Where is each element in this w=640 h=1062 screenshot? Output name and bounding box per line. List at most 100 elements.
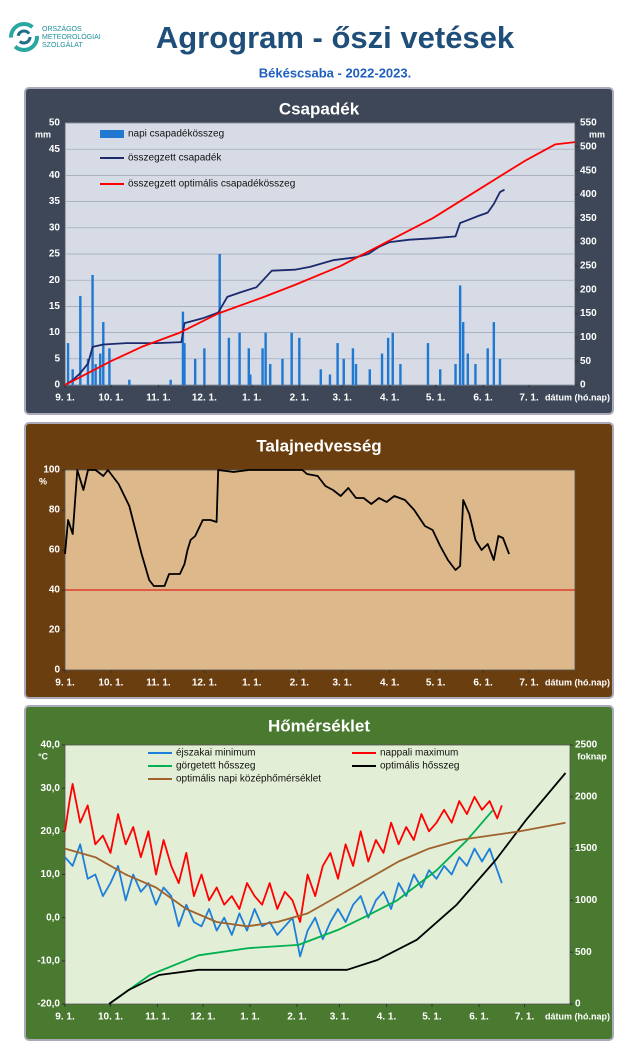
bar [99, 353, 102, 385]
x-tick-label: 3. 1. [332, 678, 352, 689]
series-line [64, 141, 576, 386]
bar [439, 369, 442, 385]
x-tick-label: 5. 1. [422, 1012, 442, 1023]
y2-tick-label: 300 [580, 237, 597, 248]
y2-tick-label: 2500 [575, 740, 598, 751]
bar [466, 353, 469, 385]
y2-tick-label: 500 [575, 947, 592, 958]
y2-axis-label: foknap [577, 751, 607, 761]
y-tick-label: 40 [49, 170, 61, 181]
x-tick-label: 4. 1. [380, 678, 400, 689]
legend-label: görgetett hősszeg [176, 761, 256, 772]
x-tick-label: 5. 1. [426, 678, 446, 689]
y2-tick-label: 2000 [575, 791, 598, 802]
y-tick-label: 30 [49, 222, 61, 233]
legend-label: éjszakai minimum [176, 748, 255, 759]
bar [342, 358, 345, 385]
x-tick-label: 12. 1. [192, 393, 217, 404]
org-name: SZOLGÁLAT [42, 40, 83, 49]
x-tick-label: 2. 1. [290, 393, 310, 404]
bar [461, 322, 465, 385]
logo-mark [16, 29, 32, 45]
x-tick-label: 9. 1. [55, 393, 75, 404]
y-tick-label: 40 [49, 585, 61, 596]
bar [181, 311, 185, 385]
bar [128, 379, 131, 385]
x-tick-label: 6. 1. [473, 678, 493, 689]
bar [319, 369, 322, 385]
y-tick-label: 5 [54, 353, 60, 364]
org-name: ORSZÁGOS [42, 24, 82, 33]
bar [66, 343, 70, 385]
bar [328, 374, 332, 385]
bar [86, 358, 90, 385]
y-tick-label: 20,0 [41, 826, 61, 837]
x-axis-label: dátum (hó.nap) [545, 677, 610, 687]
x-tick-label: 1. 1. [242, 393, 262, 404]
x-axis-label: dátum (hó.nap) [545, 392, 610, 402]
bar [249, 374, 252, 385]
x-tick-label: 11. 1. [146, 678, 171, 689]
y-tick-label: 25 [49, 249, 61, 260]
legend-swatch [100, 130, 124, 138]
x-tick-label: 3. 1. [332, 393, 352, 404]
y-tick-label: 50 [49, 118, 61, 129]
legend-label: összegzett csapadék [128, 153, 222, 164]
x-axis-label: dátum (hó.nap) [545, 1011, 610, 1021]
page-subtitle: Békéscsaba - 2022-2023. [259, 65, 412, 80]
logo: ORSZÁGOS METEOROLÓGIAI SZOLGÁLAT [9, 22, 101, 52]
y2-tick-label: 250 [580, 261, 597, 272]
legend-label: összegzett optimális csapadékösszeg [128, 179, 295, 190]
legend-label: optimális hősszeg [380, 761, 459, 772]
bar [108, 348, 111, 385]
series-line [64, 843, 503, 958]
y-tick-label: -20,0 [37, 999, 60, 1010]
bar [298, 337, 301, 385]
x-tick-label: 12. 1. [190, 1012, 215, 1023]
x-tick-label: 9. 1. [55, 678, 75, 689]
bar [368, 369, 371, 385]
y2-tick-label: 0 [575, 999, 581, 1010]
bar [486, 348, 489, 385]
bar [458, 285, 462, 385]
y-tick-label: 35 [49, 196, 61, 207]
y2-tick-label: 400 [580, 189, 597, 200]
y2-tick-label: 450 [580, 165, 597, 176]
series-line [64, 469, 510, 587]
x-tick-label: 2. 1. [290, 678, 310, 689]
x-tick-label: 10. 1. [98, 678, 123, 689]
y2-tick-label: 100 [580, 332, 597, 343]
legend-label: nappali maximum [380, 748, 458, 759]
y-tick-label: 60 [49, 545, 61, 556]
logo-mark [9, 22, 39, 52]
x-tick-label: 11. 1. [146, 393, 171, 404]
bar [261, 348, 264, 385]
y-tick-label: -10,0 [37, 955, 60, 966]
chart-title: Talajnedvesség [256, 436, 381, 455]
y-tick-label: 0 [54, 380, 60, 391]
y2-tick-label: 550 [580, 118, 597, 129]
y-tick-label: 15 [49, 301, 61, 312]
y2-tick-label: 0 [580, 380, 586, 391]
y-axis-label: mm [35, 129, 51, 139]
y2-tick-label: 150 [580, 308, 597, 319]
y-tick-label: 10 [49, 327, 61, 338]
x-tick-label: 10. 1. [98, 393, 123, 404]
x-tick-label: 1. 1. [240, 1012, 260, 1023]
bar [454, 364, 457, 385]
y-axis-label: % [39, 476, 47, 486]
bar [391, 332, 394, 385]
x-tick-label: 7. 1. [519, 393, 539, 404]
y-tick-label: 30,0 [41, 783, 61, 794]
x-tick-label: 9. 1. [55, 1012, 75, 1023]
bar [183, 343, 186, 385]
series-line [108, 772, 567, 1005]
y-axis-label: °C [38, 751, 49, 761]
bar [79, 295, 82, 385]
bar [474, 364, 477, 385]
bar [227, 337, 231, 385]
y2-axis-label: mm [589, 129, 605, 139]
legend-label: napi csapadékösszeg [128, 129, 224, 140]
bar [354, 364, 358, 385]
